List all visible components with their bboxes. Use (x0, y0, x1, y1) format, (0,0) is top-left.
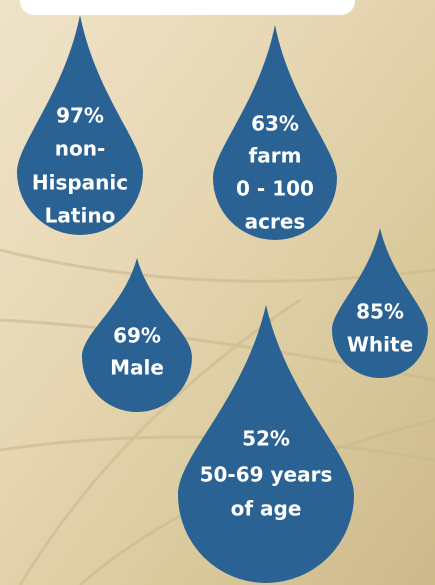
drop-text: non- (55, 137, 106, 161)
drop-text: 52% (242, 427, 290, 451)
drop-text: White (347, 333, 413, 357)
drop-text: 50-69 years (200, 463, 333, 487)
drop-text: 0 - 100 (236, 177, 314, 201)
drop (17, 15, 143, 235)
drop-text: Latino (45, 204, 116, 228)
drop-text: 69% (113, 324, 161, 348)
drop-text: of age (231, 497, 302, 521)
drop-text: 97% (56, 104, 104, 128)
drop (213, 25, 337, 240)
drop (332, 228, 428, 378)
drop-text: Hispanic (32, 171, 128, 195)
drop (178, 305, 354, 583)
drop-text: 85% (356, 300, 404, 324)
drop-text: 63% (251, 112, 299, 136)
drop-text: Male (110, 356, 164, 380)
drop-text: acres (245, 210, 306, 234)
drop-text: farm (249, 144, 302, 168)
drop (82, 258, 192, 412)
top-panel (20, 0, 355, 15)
drops: 97% non- Hispanic Latino 63% farm 0 - 100 acres… (17, 15, 428, 583)
